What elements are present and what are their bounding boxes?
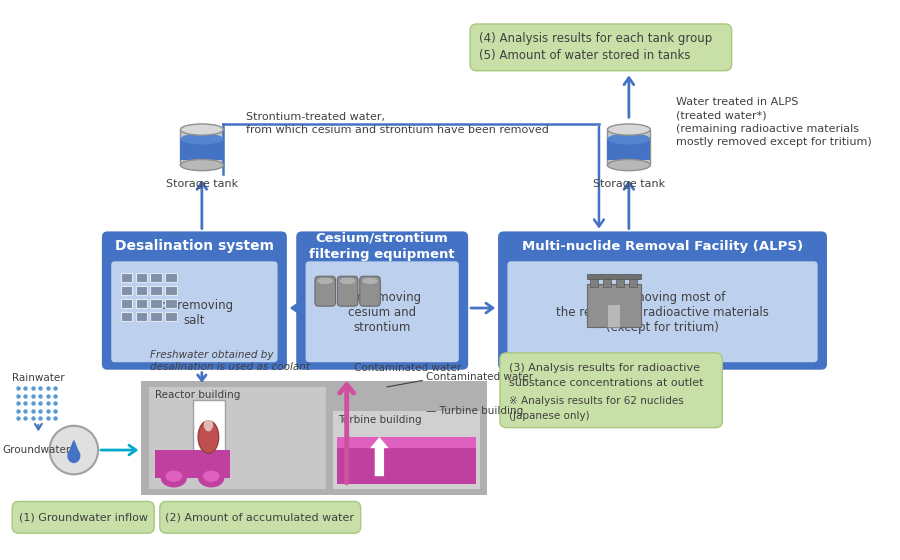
Text: Freshwater obtained by
desalination is used as coolant: Freshwater obtained by desalination is u… <box>150 350 310 372</box>
Text: For removing
salt: For removing salt <box>156 298 233 326</box>
FancyBboxPatch shape <box>102 231 287 370</box>
Ellipse shape <box>180 124 223 135</box>
FancyBboxPatch shape <box>338 276 358 306</box>
FancyBboxPatch shape <box>508 262 817 362</box>
Text: Turbine building: Turbine building <box>338 414 421 424</box>
FancyBboxPatch shape <box>296 231 468 370</box>
Text: For removing most of
the remaining radioactive materials
(except for tritium): For removing most of the remaining radio… <box>556 291 769 334</box>
Ellipse shape <box>166 470 182 482</box>
Bar <box>180 139 223 160</box>
Text: — Turbine building: — Turbine building <box>426 406 524 416</box>
Bar <box>121 286 131 295</box>
Bar <box>136 273 147 282</box>
Text: (5) Amount of water stored in tanks: (5) Amount of water stored in tanks <box>480 49 691 62</box>
Text: substance concentrations at outlet: substance concentrations at outlet <box>509 378 704 388</box>
Bar <box>136 298 147 308</box>
Bar <box>333 411 481 489</box>
Bar <box>166 273 176 282</box>
Text: Groundwater: Groundwater <box>3 445 70 455</box>
Bar <box>136 312 147 321</box>
Text: from which cesium and strontium have been removed: from which cesium and strontium have bee… <box>246 125 549 136</box>
Bar <box>608 304 620 326</box>
Ellipse shape <box>198 421 219 454</box>
Text: Desalination system: Desalination system <box>115 239 274 253</box>
Bar <box>121 312 131 321</box>
Text: Multi-nuclide Removal Facility (ALPS): Multi-nuclide Removal Facility (ALPS) <box>522 240 803 253</box>
Text: (treated water*): (treated water*) <box>676 110 766 120</box>
Text: (2) Amount of accumulated water: (2) Amount of accumulated water <box>166 512 355 522</box>
Ellipse shape <box>161 469 187 487</box>
Ellipse shape <box>608 124 651 135</box>
Text: (3) Analysis results for radioactive: (3) Analysis results for radioactive <box>509 363 700 373</box>
Bar <box>150 312 162 321</box>
Polygon shape <box>70 441 77 450</box>
Ellipse shape <box>608 160 651 171</box>
FancyBboxPatch shape <box>500 353 723 428</box>
Text: mostly removed except for tritium): mostly removed except for tritium) <box>676 137 871 147</box>
Text: (remaining radioactive materials: (remaining radioactive materials <box>676 124 859 134</box>
Bar <box>338 437 475 448</box>
Bar <box>603 276 611 287</box>
Bar <box>180 129 223 165</box>
Bar <box>166 312 176 321</box>
Bar <box>166 286 176 295</box>
FancyBboxPatch shape <box>315 276 336 306</box>
Text: (4) Analysis results for each tank group: (4) Analysis results for each tank group <box>480 32 713 45</box>
FancyArrow shape <box>370 437 389 476</box>
Ellipse shape <box>362 277 379 284</box>
Bar <box>338 437 475 484</box>
Text: Storage tank: Storage tank <box>593 179 665 189</box>
FancyBboxPatch shape <box>13 501 154 533</box>
Text: For removing
cesium and
strontium: For removing cesium and strontium <box>343 291 421 334</box>
Circle shape <box>50 426 98 474</box>
Bar <box>150 273 162 282</box>
Ellipse shape <box>202 470 220 482</box>
Text: Strontium-treated water,: Strontium-treated water, <box>246 113 385 123</box>
Bar <box>141 381 487 495</box>
Bar <box>590 276 598 287</box>
Text: Cesium/strontium
filtering equipment: Cesium/strontium filtering equipment <box>310 232 455 261</box>
Bar <box>155 450 230 478</box>
Text: (1) Groundwater inflow: (1) Groundwater inflow <box>19 512 148 522</box>
Ellipse shape <box>339 277 356 284</box>
Text: Reactor building: Reactor building <box>155 390 240 400</box>
FancyBboxPatch shape <box>112 262 277 362</box>
Bar <box>166 298 176 308</box>
Text: Contaminated water: Contaminated water <box>355 362 462 372</box>
Bar <box>150 298 162 308</box>
Bar <box>608 139 651 160</box>
Bar <box>136 286 147 295</box>
FancyBboxPatch shape <box>498 231 827 370</box>
Ellipse shape <box>180 160 223 171</box>
Text: Water treated in ALPS: Water treated in ALPS <box>676 97 798 108</box>
FancyBboxPatch shape <box>306 262 459 362</box>
Bar <box>193 400 225 460</box>
Text: ※ Analysis results for 62 nuclides: ※ Analysis results for 62 nuclides <box>509 396 684 407</box>
FancyBboxPatch shape <box>160 501 361 533</box>
Ellipse shape <box>198 469 224 487</box>
Bar <box>148 386 326 489</box>
Text: Contaminated water: Contaminated water <box>426 372 533 382</box>
Bar <box>629 276 637 287</box>
Ellipse shape <box>180 133 223 144</box>
Bar <box>121 273 131 282</box>
FancyBboxPatch shape <box>360 276 381 306</box>
Bar <box>150 286 162 295</box>
Bar <box>587 274 641 279</box>
Text: Storage tank: Storage tank <box>166 179 238 189</box>
Bar <box>587 284 641 326</box>
Ellipse shape <box>203 418 213 431</box>
Ellipse shape <box>608 133 651 144</box>
FancyBboxPatch shape <box>470 24 732 71</box>
Ellipse shape <box>68 448 80 463</box>
Ellipse shape <box>317 277 334 284</box>
Bar <box>608 129 651 165</box>
Text: Rainwater: Rainwater <box>12 373 65 383</box>
Bar <box>121 298 131 308</box>
Text: (Japanese only): (Japanese only) <box>509 412 590 422</box>
Bar <box>616 276 625 287</box>
